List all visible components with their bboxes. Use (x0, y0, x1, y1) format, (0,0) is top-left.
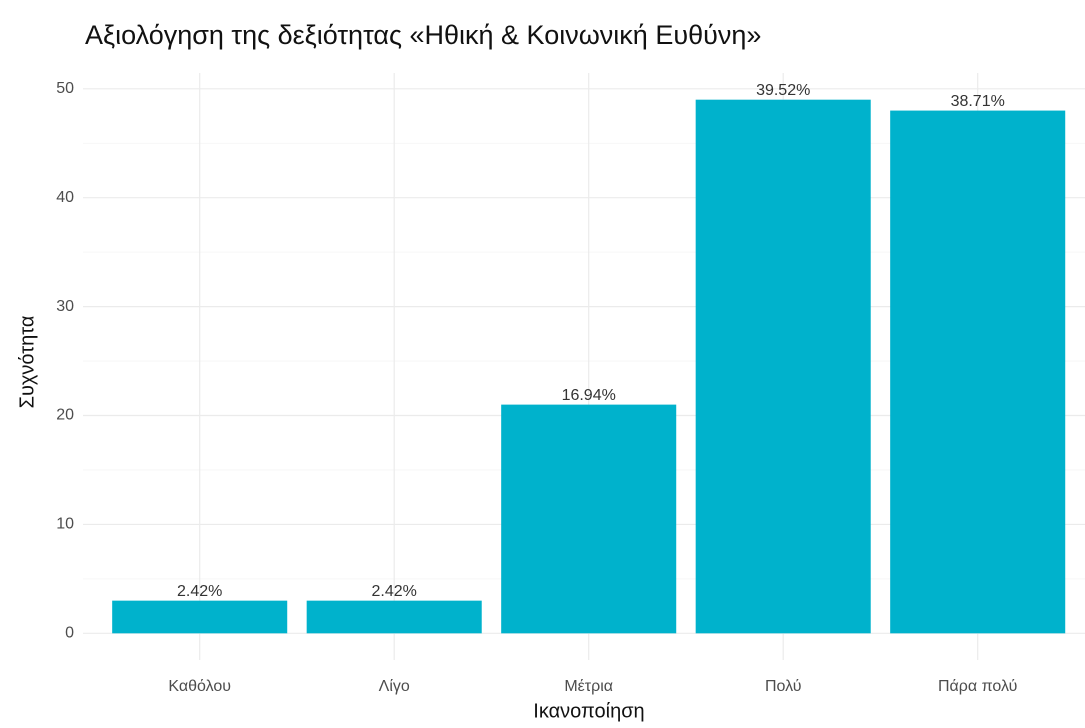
y-tick-label: 10 (56, 516, 74, 533)
bar (695, 99, 871, 634)
bar-annotation: 38.71% (951, 93, 1005, 110)
y-tick-label: 30 (56, 298, 74, 315)
bar-annotation: 2.42% (177, 583, 222, 600)
x-tick-label: Μέτρια (564, 678, 613, 695)
y-axis-label: Συχνότητα (16, 316, 38, 409)
y-tick-label: 50 (56, 80, 74, 97)
x-tick-label: Λίγο (379, 678, 410, 695)
bar (112, 600, 288, 634)
x-tick-label: Πολύ (765, 678, 802, 695)
bar-annotation: 16.94% (562, 387, 616, 404)
y-tick-label: 20 (56, 407, 74, 424)
bar-annotation: 2.42% (372, 583, 417, 600)
x-axis-label: Ικανοποίηση (533, 700, 644, 722)
x-tick-label: Καθόλου (168, 678, 231, 695)
bar (306, 600, 482, 634)
chart-title: Αξιολόγηση της δεξιότητας «Ηθική & Κοινω… (85, 20, 761, 50)
x-tick-label: Πάρα πολύ (938, 678, 1017, 695)
bar (501, 404, 677, 634)
bar (890, 110, 1066, 634)
y-tick-label: 0 (65, 625, 74, 642)
bar-annotation: 39.52% (756, 82, 810, 99)
y-tick-label: 40 (56, 189, 74, 206)
